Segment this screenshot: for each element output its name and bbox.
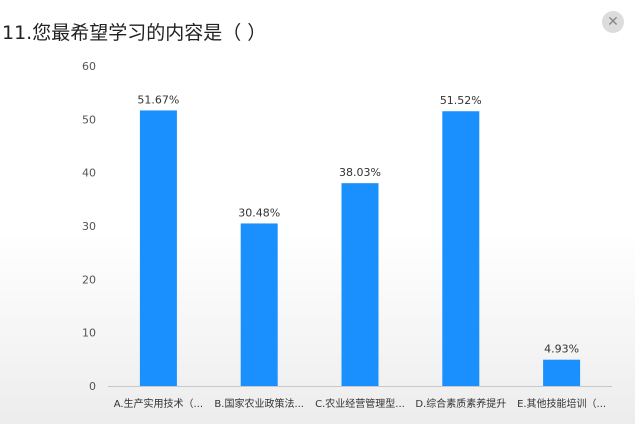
- y-tick-label: 30: [82, 220, 96, 233]
- bar-data-label: 51.52%: [440, 94, 482, 107]
- bar-data-label: 4.93%: [544, 343, 579, 356]
- x-category-label: D.综合素质素养提升: [415, 397, 506, 410]
- y-tick-label: 60: [82, 60, 96, 73]
- y-axis-ticks: 0 10 20 30 40 50 60: [82, 60, 96, 393]
- bars: [139, 110, 581, 386]
- bar-data-label: 30.48%: [238, 206, 280, 219]
- y-tick-label: 0: [89, 380, 96, 393]
- category-labels: A.生产实用技术（... B.国家农业政策法... C.农业经营管理型... D.综合…: [114, 397, 606, 410]
- bar[interactable]: [240, 223, 278, 386]
- y-tick-label: 20: [82, 273, 96, 286]
- bar[interactable]: [139, 110, 177, 386]
- y-tick-label: 50: [82, 113, 96, 126]
- x-category-label: B.国家农业政策法...: [214, 397, 304, 410]
- data-labels: 51.67% 30.48% 38.03% 51.52% 4.93%: [137, 93, 579, 355]
- y-tick-label: 40: [82, 167, 96, 180]
- bar[interactable]: [543, 359, 581, 386]
- chart-title: 11.您最希望学习的内容是（ ）: [2, 22, 267, 44]
- x-category-label: E.其他技能培训（...: [517, 397, 606, 410]
- x-category-label: A.生产实用技术（...: [114, 397, 203, 410]
- y-tick-label: 10: [82, 327, 96, 340]
- bar-data-label: 51.67%: [137, 93, 179, 106]
- bar[interactable]: [341, 183, 379, 386]
- x-category-label: C.农业经营管理型...: [315, 397, 405, 410]
- close-icon[interactable]: ✕: [602, 11, 624, 33]
- bar[interactable]: [442, 111, 480, 386]
- bar-data-label: 38.03%: [339, 166, 381, 179]
